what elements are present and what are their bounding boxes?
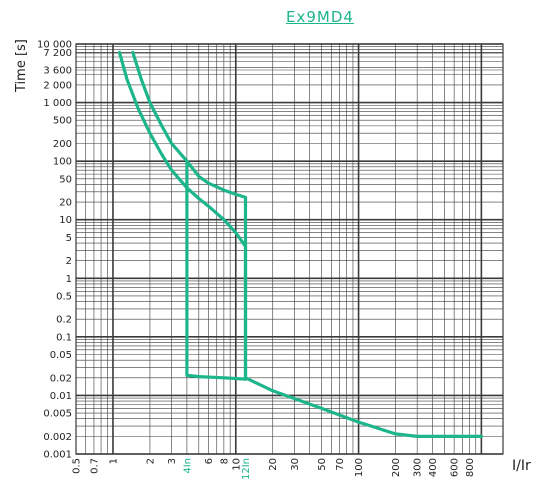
x-tick-label: 200 [391,458,402,477]
x-tick-label: 50 [317,458,328,471]
x-tick-label: 20 [268,458,279,471]
x-tick-label: 1 [108,458,119,464]
y-tick-label: 2 000 [43,80,72,91]
y-tick-label: 500 [53,116,72,127]
y-tick-label: 7 200 [43,48,72,59]
x-tick-label: 6 [204,458,215,464]
y-tick-label: 0.1 [56,332,72,343]
y-tick-label: 50 [59,174,72,185]
x-tick-label: 300 [413,458,424,477]
y-tick-label: 0.2 [56,315,72,326]
curve-series-1 [117,50,483,438]
x-tick-label: 10 [231,458,242,471]
plot-border [75,43,504,455]
x-tick-label: 4In [182,458,193,474]
x-tick-label: 0.7 [89,458,100,474]
y-tick-label: 200 [53,139,72,150]
y-tick-label: 0.01 [50,391,72,402]
curve-layer [117,50,483,438]
y-tick-label: 10 000 [37,40,72,51]
y-tick-label: 20 [59,198,72,209]
x-tick-label: 12In [241,458,252,479]
curve-series-3 [185,159,248,381]
y-tick-label: 0.001 [43,450,72,461]
x-tick-label: 3 [167,458,178,464]
y-tick-label: 10 [59,215,72,226]
y-tick-label: 0.5 [56,291,72,302]
y-tick-label: 0.05 [50,350,72,361]
y-tick-label: 0.02 [50,373,72,384]
y-tick-label: 1 [66,274,72,285]
x-tick-label: 400 [428,458,439,477]
x-tick-label: 30 [290,458,301,471]
x-tick-label: 100 [354,458,365,477]
y-tick-label: 100 [53,157,72,168]
x-tick-label: 0.5 [72,458,83,474]
plot-frame [75,43,504,455]
grid-lines [75,43,503,455]
y-axis-label: Time [s] [14,39,29,92]
y-tick-label: 1 000 [43,98,72,109]
y-tick-label: 3 600 [43,65,72,76]
curve-series-2 [131,50,248,380]
x-tick-label: 8 [219,458,230,464]
x-tick-label: 70 [335,458,346,471]
chart-title: Ex9MD4 [286,8,354,26]
x-tick-label: 600 [450,458,461,477]
y-tick-label: 2 [66,256,72,267]
y-tick-label: 0.005 [43,409,72,420]
y-tick-label: 0.002 [43,432,72,443]
x-tick-label: 800 [465,458,476,477]
x-axis-label: I/Ir [512,458,531,474]
y-tick-label: 5 [66,233,72,244]
x-tick-label: 2 [145,458,156,464]
